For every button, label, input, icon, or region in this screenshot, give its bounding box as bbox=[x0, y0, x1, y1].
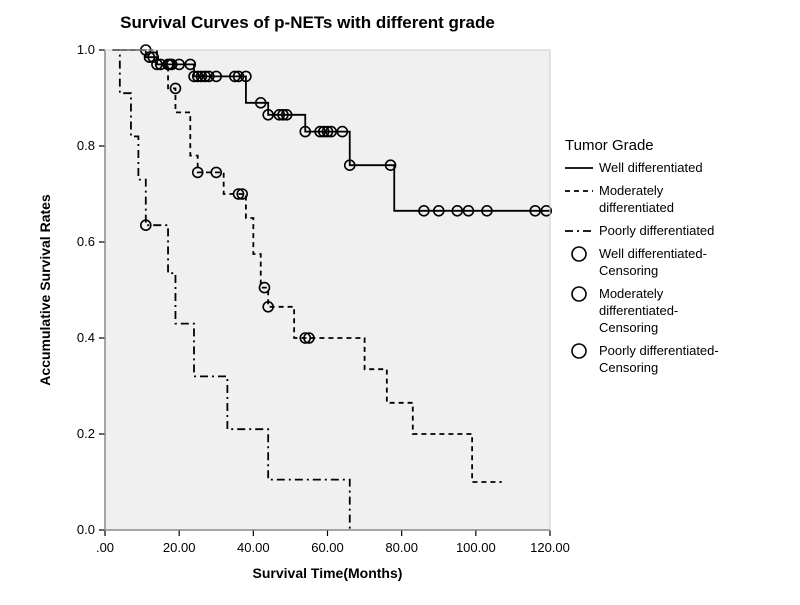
x-tick-label: 100.00 bbox=[456, 540, 496, 555]
x-tick-label: 20.00 bbox=[163, 540, 196, 555]
survival-chart: .00 20.00 40.00 60.00 80.00 100.00 120.00 0.0 0.… bbox=[0, 0, 800, 605]
chart-svg: .00 20.00 40.00 60.00 80.00 100.00 120.00 0.0 0.… bbox=[0, 0, 800, 605]
y-tick-label: 1.0 bbox=[77, 42, 95, 57]
x-axis-label: Survival Time(Months) bbox=[253, 565, 403, 581]
legend-item-label: Poorly differentiated bbox=[599, 223, 714, 238]
x-tick-label: 60.00 bbox=[311, 540, 344, 555]
legend-item-label: Censoring bbox=[599, 263, 658, 278]
y-axis-label: Accumulative Survival Rates bbox=[37, 194, 53, 386]
y-tick-label: 0.8 bbox=[77, 138, 95, 153]
legend-item-label: Moderately bbox=[599, 286, 664, 301]
x-tick-label: 120.00 bbox=[530, 540, 570, 555]
legend-item-label: Censoring bbox=[599, 360, 658, 375]
y-tick-label: 0.6 bbox=[77, 234, 95, 249]
legend-item-label: differentiated bbox=[599, 200, 674, 215]
y-tick-label: 0.0 bbox=[77, 522, 95, 537]
legend-item-label: Well differentiated- bbox=[599, 246, 707, 261]
legend-item-label: Censoring bbox=[599, 320, 658, 335]
y-tick-label: 0.4 bbox=[77, 330, 95, 345]
legend-title: Tumor Grade bbox=[565, 137, 654, 154]
plot-area bbox=[105, 50, 550, 530]
y-tick-label: 0.2 bbox=[77, 426, 95, 441]
legend-item-label: differentiated- bbox=[599, 303, 678, 318]
x-tick-label: .00 bbox=[96, 540, 114, 555]
legend-item-label: Well differentiated bbox=[599, 160, 703, 175]
chart-title: Survival Curves of p-NETs with different… bbox=[120, 13, 495, 32]
x-tick-label: 40.00 bbox=[237, 540, 270, 555]
legend-item-label: Poorly differentiated- bbox=[599, 343, 719, 358]
x-tick-label: 80.00 bbox=[385, 540, 418, 555]
legend-item-label: Moderately bbox=[599, 183, 664, 198]
